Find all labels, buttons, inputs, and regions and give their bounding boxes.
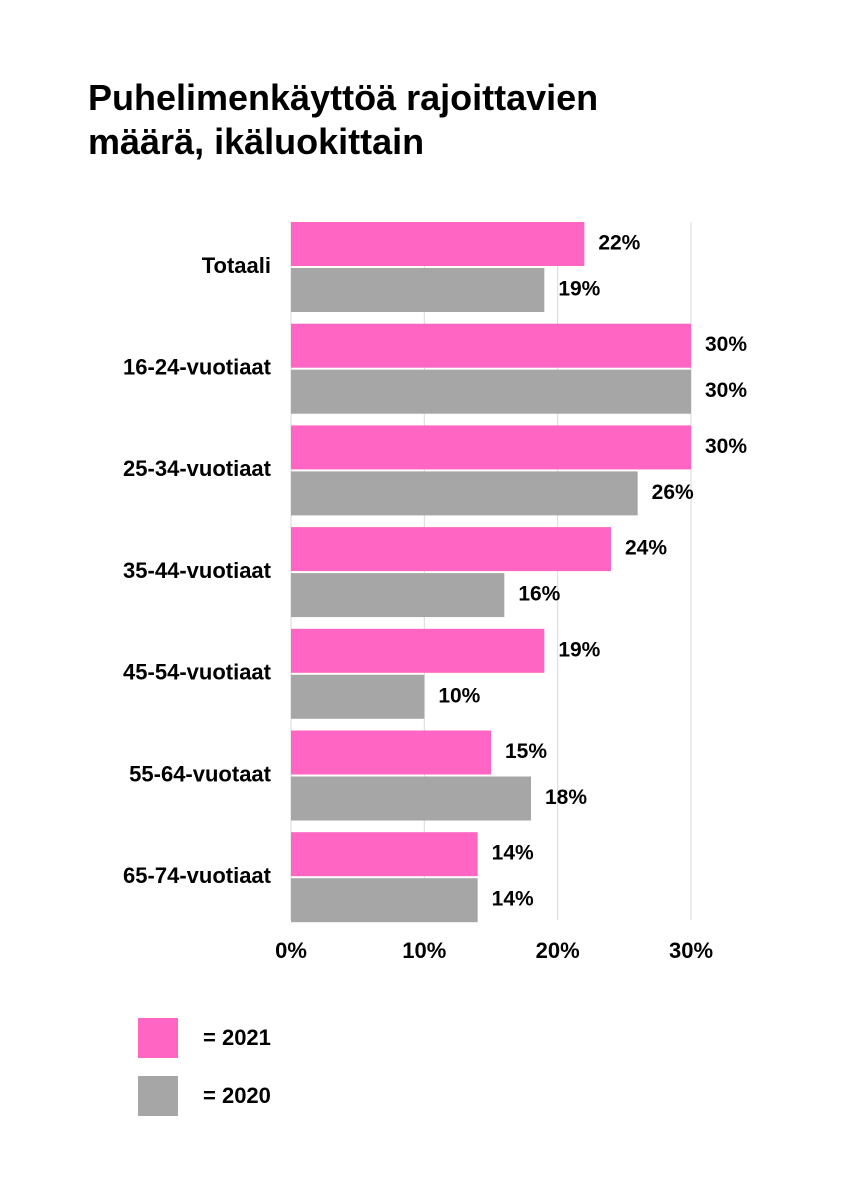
x-tick-label: 20% <box>536 938 580 963</box>
y-tick-label: 25-34-vuotiaat <box>123 456 272 481</box>
bar <box>291 832 478 877</box>
value-label: 30% <box>705 333 747 356</box>
x-tick-label: 0% <box>275 938 307 963</box>
bar <box>291 776 531 821</box>
legend-swatch <box>138 1076 178 1116</box>
value-label: 24% <box>625 537 667 560</box>
y-tick-label: 45-54-vuotiaat <box>123 660 272 685</box>
bar <box>291 471 638 516</box>
bar <box>291 268 545 312</box>
bar <box>291 323 691 368</box>
legend-label: = 2021 <box>203 1025 271 1050</box>
y-tick-label: 16-24-vuotiaat <box>123 355 272 380</box>
bar <box>291 527 611 572</box>
bar <box>291 425 691 470</box>
chart-title: Puhelimenkäyttöä rajoittavien määrä, ikä… <box>88 77 599 162</box>
y-tick-label: 65-74-vuotiaat <box>123 863 272 888</box>
y-tick-label: Totaali <box>202 253 271 278</box>
bar <box>291 222 585 266</box>
y-tick-label: 55-64-vuotaat <box>129 761 272 786</box>
value-label: 26% <box>652 481 694 504</box>
value-label: 19% <box>558 278 600 301</box>
x-tick-label: 30% <box>669 938 713 963</box>
bar <box>291 878 478 923</box>
value-label: 16% <box>518 583 560 606</box>
bar <box>291 369 691 414</box>
bar <box>291 628 545 673</box>
value-label: 22% <box>598 232 640 255</box>
legend-label: = 2020 <box>203 1083 271 1108</box>
value-label: 19% <box>558 638 600 661</box>
bar <box>291 674 425 719</box>
y-tick-label: 35-44-vuotiaat <box>123 558 272 583</box>
x-tick-label: 10% <box>402 938 446 963</box>
legend-swatch <box>138 1018 178 1058</box>
value-label: 14% <box>492 842 534 865</box>
value-label: 30% <box>705 435 747 458</box>
value-label: 30% <box>705 379 747 402</box>
value-label: 15% <box>505 740 547 763</box>
value-label: 18% <box>545 786 587 809</box>
bar <box>291 573 505 618</box>
bar <box>291 730 491 775</box>
value-label: 10% <box>438 684 480 707</box>
value-label: 14% <box>492 888 534 911</box>
